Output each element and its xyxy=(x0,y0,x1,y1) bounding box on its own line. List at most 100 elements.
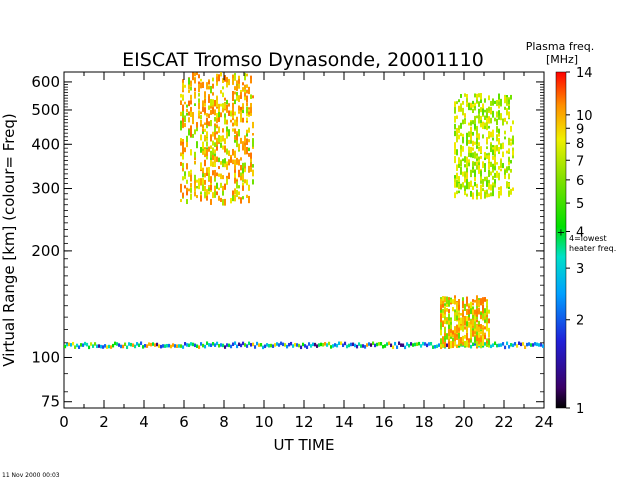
echo-cell xyxy=(468,122,470,126)
echo-cell xyxy=(216,156,218,162)
echo-cell xyxy=(468,305,470,309)
echo-cell xyxy=(212,92,214,96)
echo-cell xyxy=(202,177,204,182)
echo-cell xyxy=(482,312,484,319)
echo-cell xyxy=(90,342,93,346)
echo-cell xyxy=(190,94,192,100)
echo-cell xyxy=(92,344,95,348)
echo-cell xyxy=(442,312,444,318)
echo-cell xyxy=(480,115,482,122)
echo-cell xyxy=(494,117,496,122)
echo-cell xyxy=(192,342,195,347)
echo-cell xyxy=(496,126,498,133)
echo-cell xyxy=(502,143,504,148)
echo-cell xyxy=(540,343,543,347)
echo-cell xyxy=(512,187,514,191)
echo-cell xyxy=(468,181,470,190)
echo-cell xyxy=(500,189,502,196)
x-tick-label: 8 xyxy=(219,413,229,431)
chart-title: EISCAT Tromso Dynasonde, 20001110 xyxy=(122,49,484,71)
echo-cell xyxy=(206,154,208,160)
echo-cell xyxy=(526,342,529,347)
echo-cell xyxy=(182,82,184,89)
echo-cell xyxy=(248,184,250,191)
echo-cell xyxy=(194,160,196,164)
echo-cell xyxy=(452,299,454,304)
echo-cell xyxy=(232,128,234,132)
echo-cell xyxy=(230,344,233,349)
echo-cell xyxy=(242,341,245,346)
echo-cell xyxy=(474,161,476,166)
echo-cell xyxy=(244,179,246,184)
echo-cell xyxy=(330,345,333,349)
echo-cell xyxy=(506,150,508,154)
echo-cell xyxy=(338,341,341,346)
echo-cell xyxy=(238,82,240,89)
echo-cell xyxy=(222,78,224,83)
echo-cell xyxy=(186,179,188,184)
echo-cell xyxy=(182,345,185,349)
echo-cell xyxy=(466,333,468,338)
echo-cell xyxy=(348,343,351,348)
echo-cell xyxy=(226,343,229,347)
echo-cell xyxy=(288,342,291,347)
echo-cell xyxy=(462,171,464,177)
echo-cell xyxy=(484,297,486,302)
echo-cell xyxy=(190,80,192,87)
echo-cell xyxy=(216,172,218,177)
echo-cell xyxy=(462,100,464,105)
echo-cell xyxy=(510,168,512,173)
echo-cell xyxy=(498,115,500,120)
echo-cell xyxy=(196,185,198,189)
echo-cell xyxy=(464,319,466,326)
echo-cell xyxy=(204,344,207,349)
echo-cell xyxy=(182,153,184,160)
x-tick-label: 20 xyxy=(454,413,473,431)
echo-cell xyxy=(442,336,444,343)
echo-cell xyxy=(206,137,208,141)
echo-cell xyxy=(478,307,480,311)
echo-cell xyxy=(412,343,415,347)
echo-cell xyxy=(158,344,161,348)
echo-cell xyxy=(250,78,252,84)
echo-cell xyxy=(152,342,155,346)
echo-cell xyxy=(180,152,182,157)
echo-cell xyxy=(470,190,472,197)
echo-cell xyxy=(234,159,236,166)
echo-cell xyxy=(466,94,468,99)
echo-cell xyxy=(214,156,216,163)
echo-cell xyxy=(458,161,460,168)
echo-cell xyxy=(510,138,512,142)
echo-cell xyxy=(502,119,504,126)
echo-cell xyxy=(464,173,466,178)
echo-cell xyxy=(502,342,505,346)
echo-cell xyxy=(300,345,303,350)
echo-cell xyxy=(504,94,506,98)
echo-cell xyxy=(384,344,387,348)
echo-cell xyxy=(206,141,208,147)
echo-cell xyxy=(180,120,182,125)
echo-cell xyxy=(510,94,512,100)
echo-cell xyxy=(294,342,297,347)
echo-cell xyxy=(508,99,510,103)
echo-cell xyxy=(198,81,200,87)
echo-cell xyxy=(192,117,194,125)
echo-cell xyxy=(238,191,240,195)
echo-cell xyxy=(234,128,236,134)
echo-cell xyxy=(244,92,246,97)
echo-cell xyxy=(186,135,188,142)
echo-cell xyxy=(516,344,519,348)
echo-cell xyxy=(238,196,240,200)
echo-cell xyxy=(216,76,218,84)
echo-cell xyxy=(226,104,228,110)
echo-cell xyxy=(484,166,486,173)
echo-cell xyxy=(474,342,477,346)
echo-cell xyxy=(510,142,512,146)
echo-cell xyxy=(406,342,409,346)
echo-cell xyxy=(186,343,189,347)
colorbar-annotation-line2: heater freq. xyxy=(569,244,616,253)
echo-cell xyxy=(454,156,456,164)
echo-cell xyxy=(246,102,248,107)
echo-cell xyxy=(472,131,474,136)
